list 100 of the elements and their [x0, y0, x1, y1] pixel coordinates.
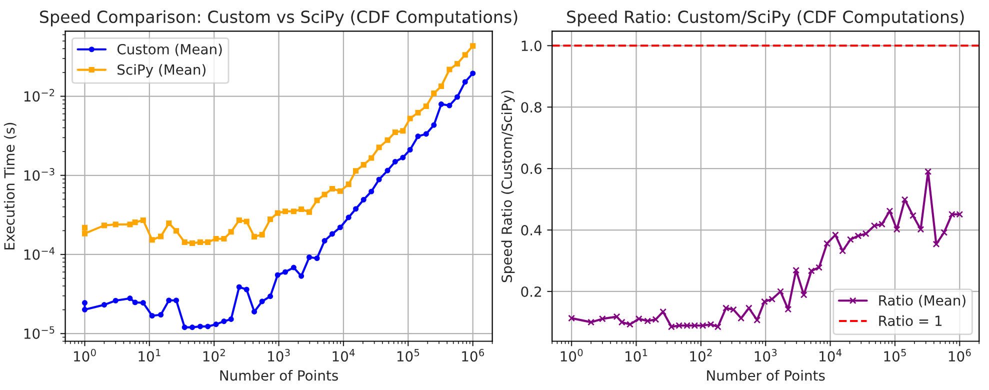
point: [346, 182, 352, 188]
x-tick-label: 10$^{0}$: [560, 348, 583, 362]
point: [415, 134, 421, 140]
point: [446, 102, 452, 108]
legend-label: Ratio = 1: [879, 315, 942, 326]
x-tick-label: 10$^{4}$: [820, 349, 842, 362]
point: [423, 103, 429, 110]
point: [392, 129, 398, 136]
point: [213, 236, 219, 242]
point: [917, 226, 924, 233]
x-tick-label: 10$^{0}$: [74, 348, 96, 362]
point: [832, 231, 839, 238]
point: [839, 247, 846, 254]
point: [407, 146, 413, 153]
point: [407, 116, 413, 122]
point: [158, 234, 164, 240]
point: [306, 254, 312, 260]
y-tick-label: 0.6: [521, 164, 542, 174]
point: [298, 206, 304, 212]
y-tick-label: 1.0: [522, 40, 542, 52]
point: [423, 131, 429, 137]
point: [431, 122, 437, 128]
point: [127, 222, 133, 228]
point: [149, 237, 155, 243]
point: [228, 229, 234, 235]
point: [924, 168, 932, 176]
point: [368, 188, 374, 194]
x-tick-label: 10$^{3}$: [754, 348, 777, 362]
x-tick-label: 10$^{1}$: [138, 349, 160, 362]
legend-label: Ratio (Mean): [879, 294, 966, 308]
y-tick-label: 0.4: [521, 224, 542, 236]
point: [910, 212, 916, 220]
chart-title: Speed Comparison: Custom vs SciPy (CDF Computations): [40, 10, 518, 26]
point: [166, 220, 172, 226]
point: [438, 83, 444, 90]
point: [213, 322, 219, 328]
point: [901, 196, 908, 204]
point: [228, 316, 234, 322]
point: [268, 294, 274, 300]
point: [454, 94, 460, 100]
point: [298, 273, 304, 279]
point: [400, 154, 406, 160]
point: [252, 308, 258, 314]
point: [784, 306, 792, 313]
point: [360, 196, 366, 202]
point: [384, 137, 390, 143]
point: [886, 207, 894, 214]
point: [314, 255, 320, 262]
x-tick-label: 10$^{4}$: [332, 349, 355, 362]
point: [259, 232, 265, 238]
point: [236, 217, 242, 224]
y-tick-label: 0.8: [521, 102, 542, 113]
point: [173, 228, 180, 234]
legend-label: SciPy (Mean): [118, 64, 206, 78]
point: [462, 79, 468, 85]
point: [274, 210, 280, 216]
point: [182, 324, 188, 330]
point: [470, 43, 476, 49]
point: [454, 60, 460, 67]
point: [221, 318, 227, 324]
point: [182, 239, 188, 245]
point: [792, 266, 800, 274]
point: [368, 155, 374, 161]
x-tick-label: 10$^{3}$: [268, 348, 290, 362]
point: [816, 264, 822, 271]
point: [431, 90, 437, 96]
point: [190, 240, 196, 246]
x-tick-label: 10$^{2}$: [690, 348, 712, 362]
x-tick-label: 10$^{1}$: [626, 349, 648, 362]
point: [754, 316, 761, 324]
point: [149, 312, 155, 319]
point: [127, 296, 133, 302]
point: [329, 231, 335, 237]
point: [392, 158, 398, 164]
point: [384, 168, 390, 174]
y-axis-title: Execution Time (s): [4, 122, 16, 250]
point: [353, 168, 359, 174]
point: [244, 286, 250, 292]
point: [932, 240, 940, 248]
point: [190, 324, 196, 330]
point: [660, 308, 667, 316]
point: [613, 313, 620, 320]
point: [166, 298, 172, 304]
y-tick-label: 10$^{−3}$: [24, 168, 54, 181]
point: [282, 208, 288, 214]
x-axis-title: Number of Points: [220, 370, 338, 381]
point: [158, 312, 164, 318]
point: [635, 315, 642, 322]
point: [777, 288, 784, 295]
point: [173, 298, 180, 304]
x-tick-label: 10$^{5}$: [884, 349, 906, 362]
point: [346, 214, 352, 220]
x-axis-title: Number of Points: [707, 370, 825, 381]
point: [205, 324, 211, 330]
point: [236, 284, 242, 290]
point: [940, 229, 948, 236]
point: [282, 269, 288, 275]
point: [259, 298, 265, 304]
point: [221, 236, 227, 242]
legend-label: Custom (Mean): [117, 44, 222, 56]
